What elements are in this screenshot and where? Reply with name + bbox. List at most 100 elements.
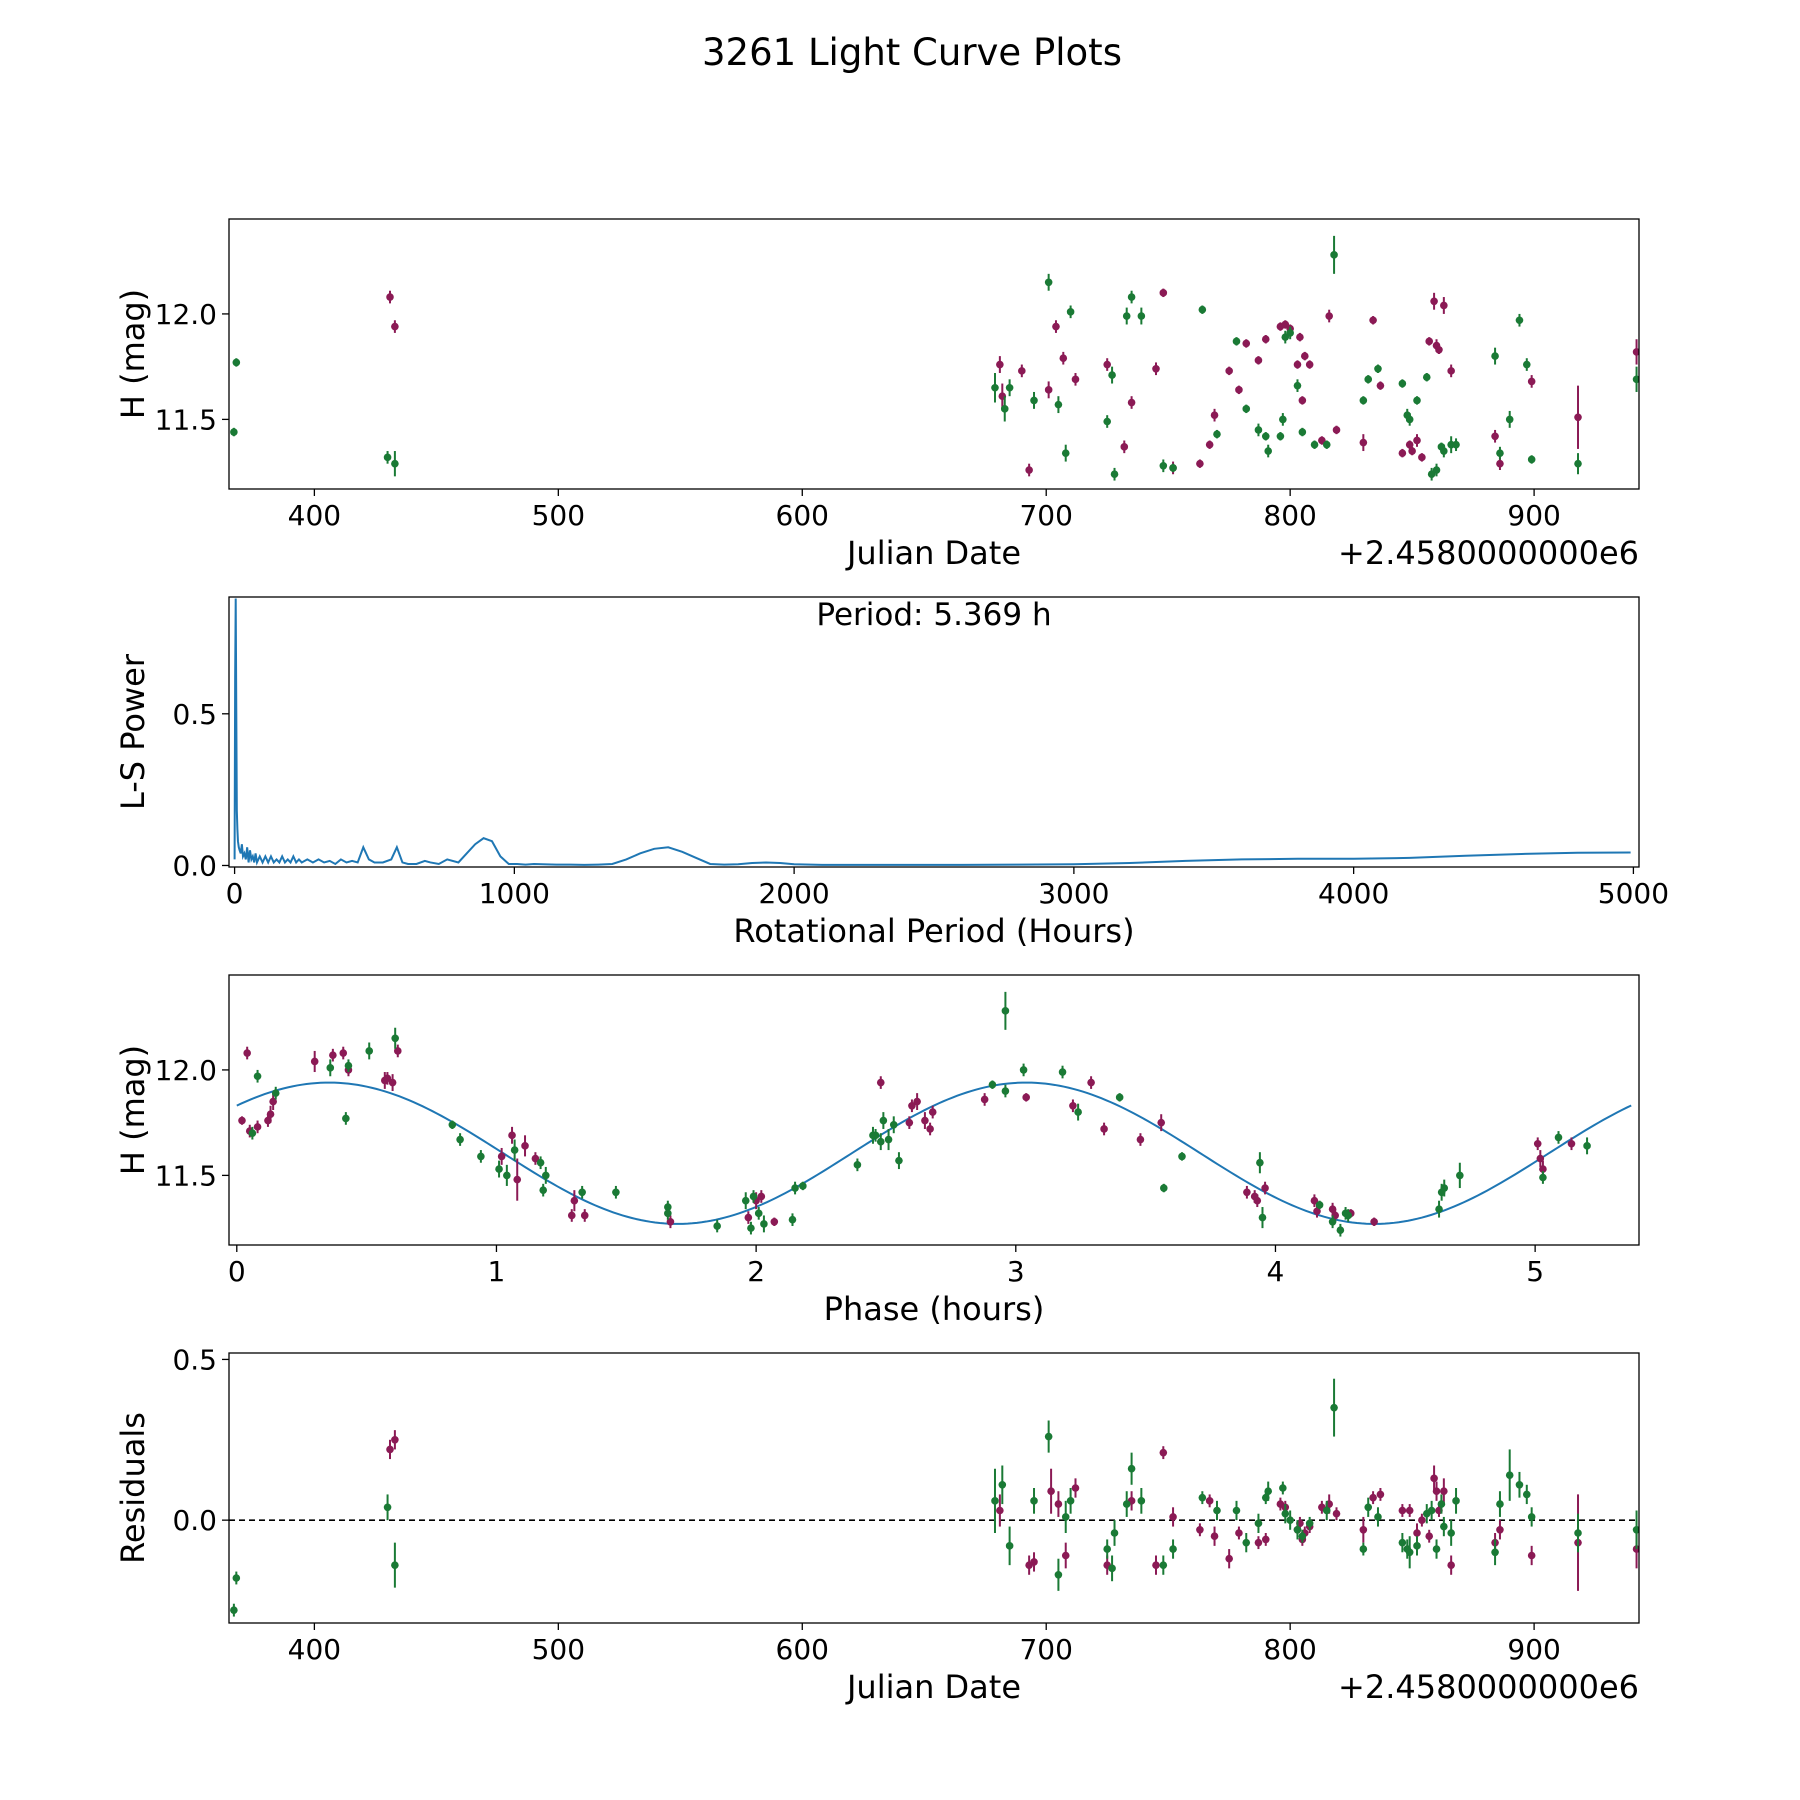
- data-point: [1296, 333, 1304, 341]
- data-point: [871, 1131, 880, 1140]
- data-point: [1254, 426, 1263, 434]
- fit-curve: [236, 1081, 1632, 1225]
- data-point: [1196, 1525, 1204, 1534]
- data-point: [754, 1209, 763, 1218]
- data-point: [1120, 443, 1129, 451]
- x-tick-label: 0: [226, 877, 244, 910]
- x-tick-label: 400: [288, 499, 341, 532]
- data-point: [344, 1061, 353, 1070]
- data-point: [884, 1135, 893, 1144]
- data-point: [1298, 396, 1307, 405]
- data-point: [1254, 356, 1263, 365]
- data-point: [580, 1211, 589, 1220]
- data-point: [1632, 375, 1639, 384]
- data-point: [1019, 1066, 1028, 1074]
- data-point: [1205, 440, 1214, 449]
- data-point: [1279, 1484, 1287, 1492]
- data-point: [913, 1097, 921, 1106]
- data-point: [1315, 1201, 1324, 1209]
- data-point: [1261, 1535, 1270, 1544]
- data-point: [1242, 1538, 1251, 1547]
- data-point: [503, 1171, 511, 1180]
- y-tick-label: 0.0: [172, 1504, 217, 1537]
- data-point: [1054, 1500, 1063, 1508]
- data-point: [1430, 1474, 1438, 1483]
- data-point: [1405, 440, 1414, 449]
- periodogram-panel: 0 1000 2000 3000 4000 5000 0.0 0.5 Rotational Pe…: [114, 596, 1669, 950]
- data-point: [1293, 1525, 1302, 1534]
- data-point: [1527, 455, 1536, 464]
- data-point: [1157, 1118, 1166, 1127]
- data-point: [1359, 1545, 1368, 1553]
- data-point: [1108, 371, 1116, 379]
- data-point: [1069, 1101, 1077, 1110]
- data-point: [1344, 1211, 1352, 1220]
- data-point: [1398, 379, 1407, 388]
- data-point: [1205, 1497, 1214, 1505]
- data-point: [1432, 466, 1441, 474]
- data-point: [1169, 1513, 1177, 1521]
- data-point: [1122, 1500, 1131, 1508]
- data-point: [928, 1108, 937, 1116]
- data-point: [1103, 417, 1112, 426]
- data-point: [1522, 360, 1531, 369]
- data-point: [383, 453, 392, 462]
- data-point: [1440, 1487, 1448, 1496]
- x-tick-label: 3000: [1038, 877, 1109, 910]
- data-point: [1225, 1554, 1233, 1563]
- x-tick-label: 2000: [758, 877, 829, 910]
- data-point: [1264, 1487, 1273, 1496]
- data-point: [1305, 1519, 1314, 1528]
- data-point: [1213, 1506, 1221, 1515]
- data-point: [1213, 430, 1221, 438]
- data-point: [271, 1089, 280, 1097]
- data-point: [908, 1101, 916, 1110]
- data-point: [1169, 1545, 1177, 1553]
- data-point: [1235, 386, 1243, 394]
- data-point: [1456, 1171, 1464, 1180]
- data-point: [1418, 453, 1426, 462]
- data-point: [1159, 1561, 1168, 1569]
- y-tick-label: 12.0: [155, 298, 217, 331]
- plot-area: [236, 991, 1632, 1237]
- data-point: [1044, 386, 1053, 394]
- data-point: [760, 1220, 768, 1228]
- data-point: [1430, 297, 1438, 306]
- data-point: [1440, 447, 1448, 455]
- data-point: [1044, 278, 1053, 287]
- data-point: [567, 1211, 576, 1220]
- data-point: [895, 1156, 903, 1165]
- data-point: [1210, 411, 1219, 419]
- data-point: [1300, 352, 1309, 360]
- data-point: [1160, 1184, 1168, 1192]
- data-point: [1281, 1509, 1290, 1518]
- data-point: [1074, 1108, 1082, 1116]
- data-point: [1432, 1545, 1441, 1553]
- x-tick-label: 1: [488, 1255, 506, 1288]
- light-curve-panel: 400 500 600 700 800 900 11.5 12.0 Julian Date H (…: [114, 218, 1640, 572]
- data-point: [448, 1120, 457, 1129]
- data-point: [1567, 1139, 1576, 1148]
- x-offset-label: +2.4580000000e6: [1338, 1668, 1639, 1706]
- x-tick-label: 900: [1507, 1633, 1560, 1666]
- y-axis-label: H (mag): [114, 1045, 152, 1175]
- y-axis-label: L-S Power: [114, 653, 152, 810]
- data-point: [1440, 1184, 1449, 1192]
- y-tick-label: 12.0: [155, 1054, 217, 1087]
- data-point: [1054, 1570, 1063, 1579]
- data-point: [1405, 1548, 1414, 1557]
- data-point: [1325, 312, 1333, 320]
- data-point: [578, 1188, 586, 1197]
- data-point: [1025, 466, 1033, 474]
- data-point: [1452, 440, 1460, 449]
- x-axis-label: Julian Date: [845, 534, 1021, 572]
- data-point: [329, 1051, 337, 1059]
- data-point: [1103, 360, 1112, 369]
- data-point: [744, 1213, 753, 1222]
- data-point: [1539, 1173, 1547, 1182]
- data-point: [1425, 337, 1434, 346]
- y-tick-label: 0.0: [172, 849, 217, 882]
- data-point: [1232, 337, 1241, 346]
- y-axis-label: H (mag): [114, 289, 152, 419]
- data-point: [1583, 1142, 1591, 1150]
